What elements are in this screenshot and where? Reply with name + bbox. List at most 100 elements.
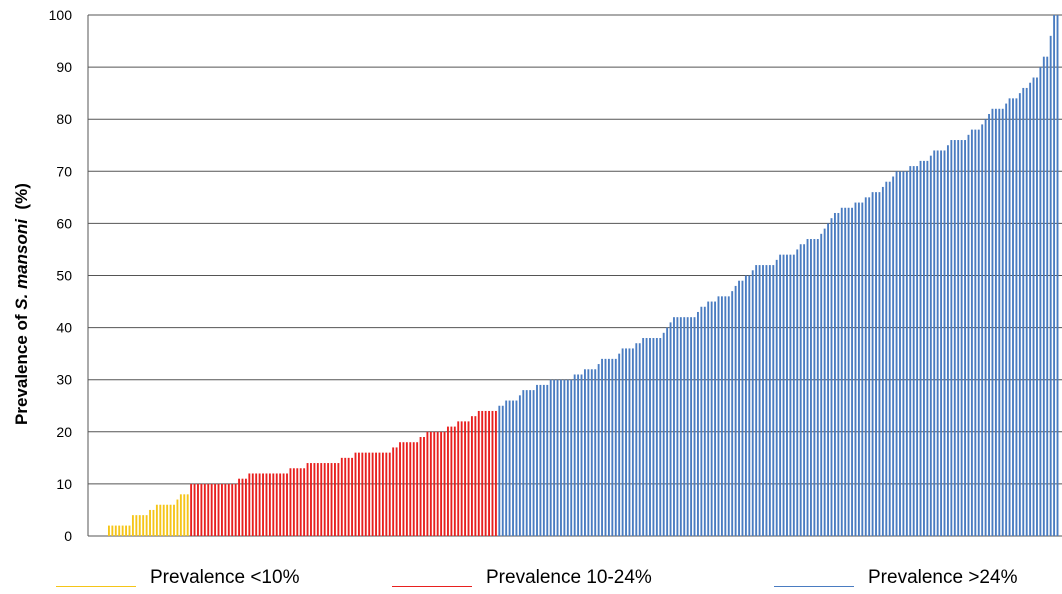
bar (282, 473, 285, 536)
bar (354, 452, 357, 536)
bar (803, 244, 806, 537)
bar (782, 254, 785, 536)
bar (744, 275, 747, 536)
bar (573, 374, 576, 536)
legend-item-low: Prevalence <10% (56, 566, 299, 590)
bar (323, 463, 326, 536)
bar (111, 525, 114, 536)
bar (655, 338, 658, 536)
gridlines (88, 14, 1062, 537)
bar (498, 405, 501, 536)
bar (327, 463, 330, 536)
bar (532, 390, 535, 536)
legend-label-low: Prevalence <10% (150, 567, 300, 588)
bar (453, 426, 456, 536)
bar (905, 171, 908, 537)
bar (296, 468, 299, 536)
bar (868, 197, 871, 536)
bar (392, 447, 395, 536)
bar (268, 473, 271, 536)
bar (494, 410, 497, 536)
bar (717, 296, 720, 536)
bar (395, 447, 398, 536)
bars (108, 15, 1059, 537)
bar (255, 473, 258, 536)
bar (765, 265, 768, 536)
bar (467, 421, 470, 536)
bar (861, 202, 864, 536)
y-tick-label: 50 (56, 268, 72, 284)
bar (405, 442, 408, 536)
y-axis-label-prefix: Prevalence of (12, 309, 31, 425)
bar (306, 463, 309, 536)
bar (697, 311, 699, 536)
bar (460, 421, 463, 536)
bar (162, 504, 165, 536)
bar (967, 134, 970, 536)
bar (200, 483, 203, 536)
bar (238, 478, 241, 536)
bar (981, 124, 984, 536)
bar (429, 431, 432, 536)
bar (364, 452, 367, 536)
y-tick-label: 40 (56, 320, 72, 336)
bar (138, 515, 141, 536)
bar (669, 322, 672, 536)
bar (470, 416, 473, 536)
bar (272, 473, 275, 536)
bar (155, 504, 158, 536)
bar (241, 478, 244, 536)
legend-swatch-low (56, 585, 136, 587)
bar (953, 140, 956, 537)
bar (258, 473, 261, 536)
bar (786, 254, 788, 536)
bar (512, 400, 514, 536)
bar (755, 265, 758, 536)
bar (642, 338, 645, 536)
bar (673, 317, 675, 536)
bar (474, 416, 477, 536)
bar (193, 483, 196, 536)
bar (1022, 87, 1025, 536)
bar (292, 468, 295, 536)
bar (796, 249, 799, 536)
bar (566, 379, 569, 536)
bar (977, 129, 980, 536)
bar (779, 254, 782, 536)
bar (611, 358, 614, 536)
bar (248, 473, 251, 536)
bar (676, 317, 679, 536)
bar (108, 525, 110, 536)
legend-swatch-mid (392, 585, 472, 587)
bar (720, 296, 723, 536)
bar (1012, 98, 1014, 537)
bar (590, 369, 593, 536)
bar (371, 452, 374, 536)
bar (179, 494, 182, 536)
bar (984, 119, 987, 536)
bar (118, 525, 121, 536)
bar (385, 452, 388, 536)
bar (844, 207, 847, 536)
bar (299, 468, 302, 536)
bar (916, 166, 919, 536)
bar (830, 218, 833, 536)
legend-label-high: Prevalence >24% (868, 567, 1018, 588)
bar (703, 306, 706, 536)
bar (310, 463, 312, 536)
bar (810, 239, 812, 536)
bar (892, 176, 895, 536)
bar (388, 452, 391, 536)
bar (340, 457, 343, 536)
bar (587, 369, 590, 536)
bar (142, 515, 145, 536)
bar (1001, 108, 1004, 536)
bar (727, 296, 730, 536)
bar (926, 160, 929, 536)
bar (207, 483, 210, 536)
bar (652, 338, 655, 536)
bar (334, 463, 336, 536)
bar (748, 275, 751, 536)
bar (594, 369, 597, 536)
bar (368, 452, 371, 536)
